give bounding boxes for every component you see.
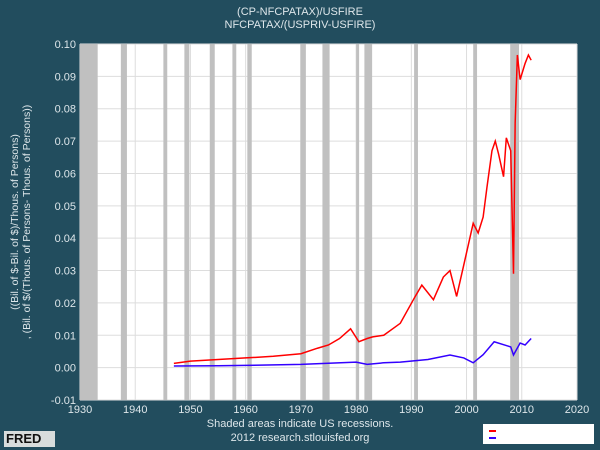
recession-band — [322, 44, 330, 400]
x-tick-label: 1930 — [68, 404, 92, 416]
recession-band — [120, 44, 127, 400]
x-tick-label: 2000 — [454, 404, 478, 416]
y-tick-label: 0.08 — [55, 104, 76, 116]
recession-band — [364, 44, 373, 400]
legend-red-swatch — [489, 430, 496, 432]
x-tick-label: 2020 — [565, 404, 589, 416]
x-tick-label: 1990 — [399, 404, 423, 416]
recession-band — [184, 44, 190, 400]
recession-band — [473, 44, 478, 400]
chart-title-2: NFCPATAX/(USPRIV-USFIRE) — [224, 19, 376, 31]
y-tick-label: 0.04 — [55, 233, 76, 245]
y-axis-label: ((Bil. of $-Bil. of $)/Thous. of Persons… — [9, 105, 33, 339]
legend — [483, 424, 594, 444]
y-tick-label: 0.07 — [55, 136, 76, 148]
recession-band — [247, 44, 252, 400]
y-tick-label: 0.10 — [55, 39, 76, 51]
recession-band — [232, 44, 237, 400]
y-tick-label: 0.06 — [55, 168, 76, 180]
recession-band — [163, 44, 168, 400]
recession-band — [300, 44, 306, 400]
y-tick-label: 0.09 — [55, 71, 76, 83]
series-line-0 — [173, 53, 532, 365]
chart-title-1: (CP-NFCPATAX)/USFIRE — [237, 6, 363, 18]
y-tick-label: -0.01 — [51, 395, 76, 407]
y-tick-label: 0.03 — [55, 266, 76, 278]
y-tick-label: 0.01 — [55, 330, 76, 342]
x-tick-label: 1980 — [344, 404, 368, 416]
x-tick-label: 2010 — [510, 404, 534, 416]
legend-blue-swatch — [489, 437, 496, 439]
x-tick-label: 1950 — [178, 404, 202, 416]
recession-band — [209, 44, 215, 400]
x-tick-label: 1970 — [289, 404, 313, 416]
footer-source: 2012 research.stlouisfed.org — [230, 432, 370, 444]
x-tick-label: 1960 — [233, 404, 257, 416]
recession-band — [356, 44, 360, 400]
recession-band — [414, 44, 418, 400]
y-tick-label: 0.05 — [55, 201, 76, 213]
recession-band — [80, 44, 98, 400]
fred-logo[interactable]: FRED — [4, 431, 56, 447]
x-tick-label: 1940 — [123, 404, 147, 416]
y-tick-label: 0.00 — [55, 363, 76, 375]
footer-recessions: Shaded areas indicate US recessions. — [206, 418, 394, 430]
y-tick-label: 0.02 — [55, 298, 76, 310]
series-line-1 — [173, 337, 532, 367]
